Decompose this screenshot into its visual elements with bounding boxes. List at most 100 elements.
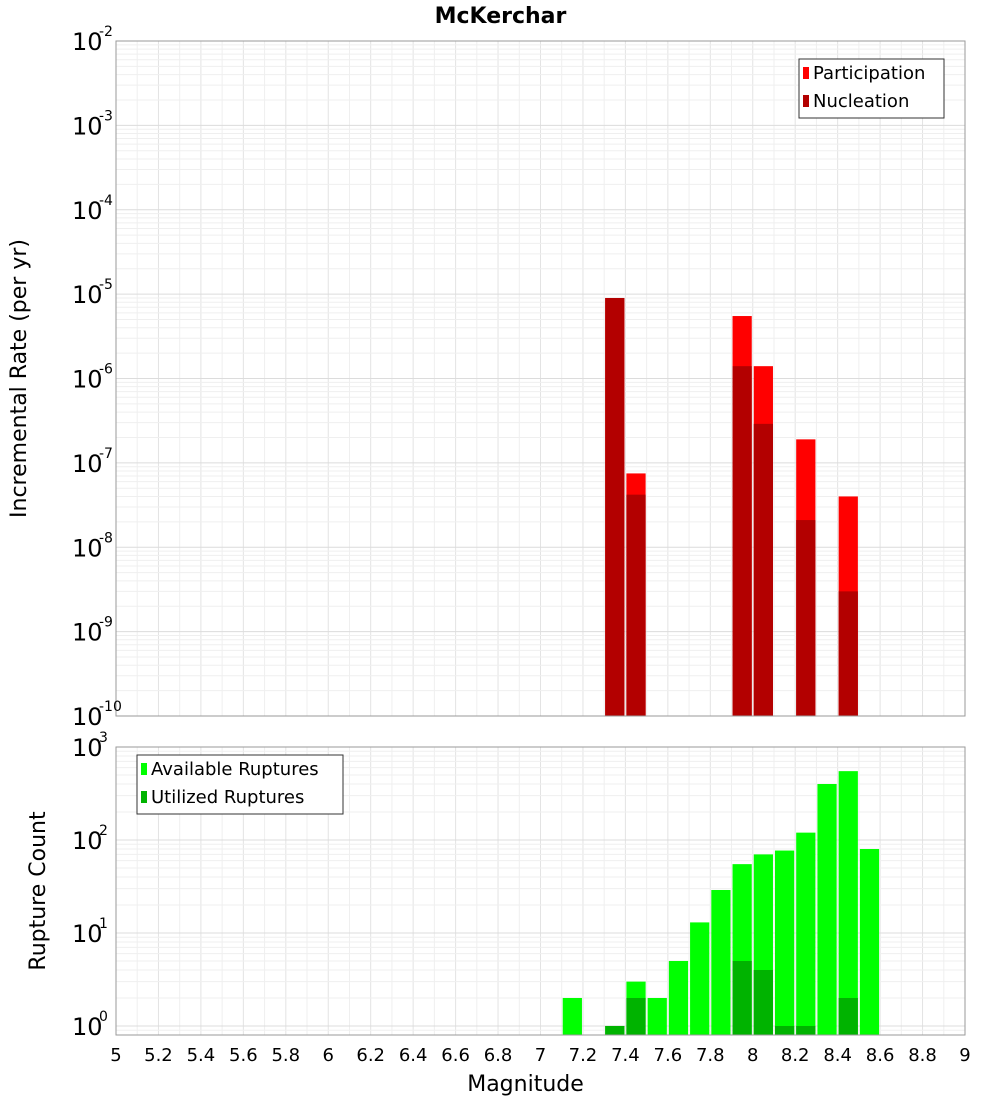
legend: Available Ruptures Utilized Ruptures (136, 754, 344, 815)
x-tick-label: 7.8 (696, 1045, 725, 1066)
plot-border (115, 746, 966, 1036)
y-tick-label: 10-5 (72, 277, 113, 309)
x-tick-label: 6.2 (356, 1045, 385, 1066)
y-tick-exponent: 1 (99, 916, 108, 932)
x-tick-labels: 5 5.2 5.4 5.6 5.8 6 6.2 6.4 6.6 6.8 7 7.2 7.4 7.6 7.8 8… (110, 1045, 970, 1066)
y-axis-title: Rupture Count (26, 811, 51, 971)
y-tick-label: 101 (72, 916, 108, 948)
x-tick-label: 8.4 (823, 1045, 852, 1066)
x-tick-label: 5 (110, 1045, 121, 1066)
legend-box (798, 58, 945, 119)
legend-label: Participation (813, 63, 925, 84)
y-tick-exponent: 2 (99, 823, 108, 839)
x-tick-label: 8.6 (866, 1045, 895, 1066)
bar (774, 1025, 795, 1035)
bar (838, 591, 858, 716)
bar (796, 1025, 816, 1035)
y-tick-label: 10-8 (72, 530, 113, 562)
legend-swatch (141, 791, 147, 803)
y-tick-exponent: -9 (99, 615, 113, 631)
legend-item: Participation (803, 63, 925, 84)
y-tick-base: 10 (72, 619, 103, 647)
y-tick-base: 10 (72, 703, 103, 731)
y-tick-exponent: -7 (99, 446, 113, 462)
bar (690, 922, 710, 1035)
y-tick-exponent: 0 (99, 1009, 108, 1025)
bar (605, 1025, 625, 1035)
x-tick-label: 6 (323, 1045, 334, 1066)
bar (562, 997, 582, 1035)
y-tick-label: 102 (72, 823, 108, 855)
y-tick-base: 10 (72, 366, 103, 394)
y-tick-label: 10-3 (72, 108, 113, 140)
x-tick-label: 5.4 (187, 1045, 216, 1066)
y-tick-base: 10 (72, 534, 103, 562)
y-tick-exponent: -6 (99, 362, 113, 378)
plot-border (115, 40, 966, 717)
y-tick-exponent: -3 (99, 108, 113, 124)
series-nucleation (605, 297, 858, 716)
x-tick-label: 8.2 (781, 1045, 810, 1066)
legend-item: Nucleation (803, 91, 909, 112)
y-tick-base: 10 (72, 734, 103, 762)
y-tick-base: 10 (72, 281, 103, 309)
bar (626, 494, 646, 716)
y-tick-exponent: -8 (99, 530, 113, 546)
y-tick-base: 10 (72, 112, 103, 140)
y-tick-exponent: 3 (99, 730, 108, 746)
bar (774, 850, 795, 1035)
x-tick-label: 6.4 (399, 1045, 428, 1066)
chart-panel-1: 10-1010-910-810-710-610-510-410-310-2Inc… (7, 4, 966, 731)
x-tick-label: 8 (747, 1045, 758, 1066)
y-tick-base: 10 (72, 827, 103, 855)
bar (753, 969, 773, 1035)
y-tick-base: 10 (72, 28, 103, 56)
y-tick-base: 10 (72, 450, 103, 478)
x-axis-title: Magnitude (467, 1072, 584, 1097)
legend-swatch (803, 95, 809, 107)
y-tick-exponent: -10 (99, 699, 122, 715)
bar (838, 771, 858, 1035)
x-tick-label: 7.6 (654, 1045, 683, 1066)
bar (711, 889, 731, 1035)
y-tick-label: 10-4 (72, 193, 113, 225)
bar (647, 997, 667, 1035)
bar (753, 423, 773, 716)
legend-label: Utilized Ruptures (151, 787, 304, 808)
x-tick-label: 8.8 (908, 1045, 937, 1066)
x-tick-label: 7 (535, 1045, 546, 1066)
y-tick-label: 10-6 (72, 362, 113, 394)
y-tick-exponent: -4 (99, 193, 113, 209)
x-tick-label: 9 (959, 1045, 970, 1066)
y-tick-label: 10-9 (72, 615, 113, 647)
y-axis-title: Incremental Rate (per yr) (7, 239, 32, 518)
chart-title: McKerchar (435, 4, 567, 29)
bar (732, 960, 752, 1035)
y-tick-base: 10 (72, 920, 103, 948)
y-tick-label: 10-2 (72, 24, 113, 56)
legend-label: Nucleation (813, 91, 909, 112)
bar (796, 832, 816, 1035)
y-tick-label: 103 (72, 730, 108, 762)
legend-label: Available Ruptures (151, 759, 319, 780)
y-tick-base: 10 (72, 197, 103, 225)
bar-series-group (605, 297, 858, 716)
legend-swatch (803, 67, 809, 79)
x-tick-label: 6.8 (484, 1045, 513, 1066)
y-tick-exponent: -2 (99, 24, 113, 40)
y-tick-base: 10 (72, 1013, 103, 1041)
series-utilized-ruptures (605, 960, 858, 1035)
bar-series-group (562, 771, 880, 1035)
bar (732, 366, 752, 716)
y-tick-exponent: -5 (99, 277, 113, 293)
bar (859, 849, 880, 1035)
bar (796, 520, 816, 716)
y-tick-label: 100 (72, 1009, 108, 1041)
bar (605, 297, 625, 716)
grid-lines (115, 41, 966, 717)
